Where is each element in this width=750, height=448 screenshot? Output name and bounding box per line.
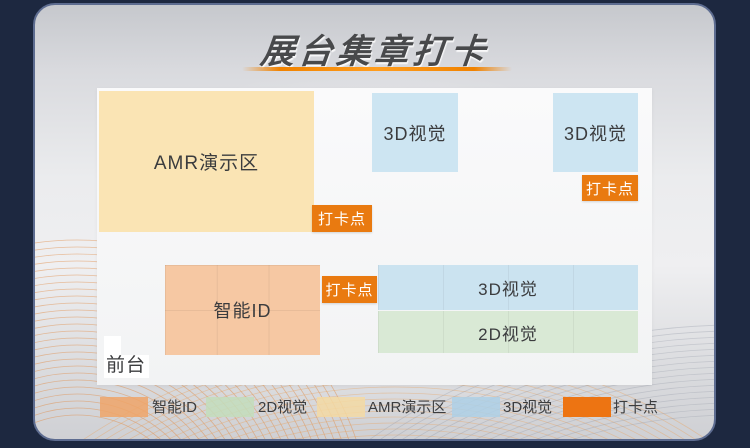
title-underline: [242, 67, 512, 71]
zone-label-front-desk: 前台: [106, 355, 147, 376]
legend-label-smart-id: 智能ID: [152, 399, 198, 416]
legend-label-2d-vision: 2D视觉: [258, 399, 308, 416]
legend-swatch-amr-demo-area: [317, 397, 365, 417]
legend-label-3d-vision: 3D视觉: [503, 399, 553, 416]
zone-3d-vision-row: 3D视觉: [378, 265, 638, 310]
zone-2d-vision-row: 2D视觉: [378, 311, 638, 353]
checkin-point-badge-3d-vision: 打卡点: [582, 175, 638, 201]
legend-label-checkin-point: 打卡点: [613, 399, 659, 416]
zone-front-desk: [104, 355, 149, 378]
legend-swatch-checkin-point: [563, 397, 611, 417]
zone-3d-vision-top-left: 3D视觉: [372, 93, 458, 172]
zone-label: 3D视觉: [478, 280, 538, 299]
zone-label: AMR演示区: [153, 153, 260, 174]
checkin-point-badge-amr: 打卡点: [312, 205, 372, 232]
legend-swatch-2d-vision: [206, 397, 254, 417]
legend-swatch-smart-id: [100, 397, 148, 417]
zone-amr-demo-area: AMR演示区: [99, 91, 314, 232]
zone-3d-vision-top-right: 3D视觉: [553, 93, 638, 172]
zone-label: 3D视觉: [383, 123, 447, 144]
legend-label-amr-demo-area: AMR演示区: [368, 399, 447, 416]
zone-smart-id: 智能ID: [165, 265, 320, 355]
legend-swatch-3d-vision: [452, 397, 500, 417]
zone-label: 智能ID: [213, 301, 272, 321]
page-title: 展台集章打卡: [258, 33, 491, 71]
zone-label: 3D视觉: [563, 123, 627, 144]
zone-label: 2D视觉: [478, 324, 538, 344]
checkin-point-badge-smart-id: 打卡点: [322, 276, 377, 303]
